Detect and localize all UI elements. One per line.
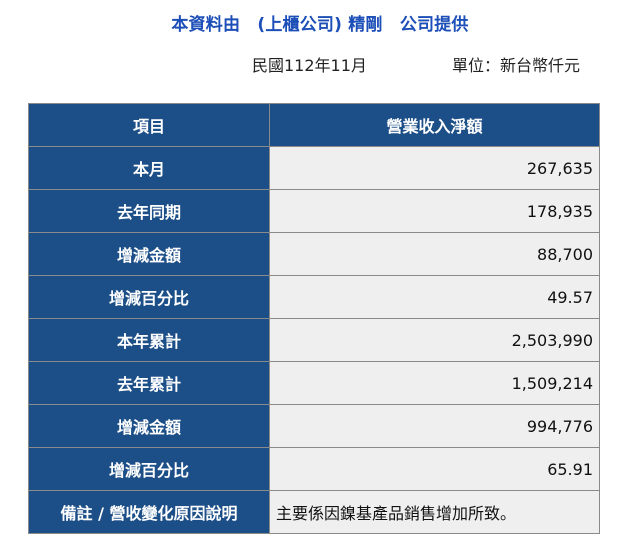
table-row-note: 備註 / 營收變化原因說明 主要係因鎳基產品銷售增加所致。 (28, 490, 600, 534)
row-label-ytd-change-amount: 增減金額 (28, 404, 270, 448)
row-value-ytd-change-amount: 994,776 (269, 404, 600, 448)
table-row: 增減百分比 49.57 (28, 275, 600, 319)
row-value-current-month: 267,635 (269, 146, 600, 190)
column-header-item: 項目 (28, 103, 270, 147)
table-row: 增減金額 994,776 (28, 404, 600, 448)
row-label-ytd-change-percentage: 增減百分比 (28, 447, 270, 491)
page-title: 本資料由 (上櫃公司) 精剛 公司提供 (171, 15, 469, 35)
table-row: 增減金額 88,700 (28, 232, 600, 276)
column-header-net-revenue: 營業收入淨額 (269, 103, 600, 147)
row-label-last-year-same-period: 去年同期 (28, 189, 270, 233)
row-label-year-to-date: 本年累計 (28, 318, 270, 362)
row-label-change-percentage: 增減百分比 (28, 275, 270, 319)
report-date: 民國112年11月 (252, 56, 367, 75)
table-row: 去年累計 1,509,214 (28, 361, 600, 405)
row-value-change-amount: 88,700 (269, 232, 600, 276)
table-header-row: 項目 營業收入淨額 (28, 103, 600, 147)
row-value-last-year-to-date: 1,509,214 (269, 361, 600, 405)
row-value-last-year-same-period: 178,935 (269, 189, 600, 233)
note-label: 備註 / 營收變化原因說明 (28, 490, 270, 534)
table-row: 本月 267,635 (28, 146, 600, 190)
row-value-ytd-change-percentage: 65.91 (269, 447, 600, 491)
table-row: 本年累計 2,503,990 (28, 318, 600, 362)
row-label-current-month: 本月 (28, 146, 270, 190)
row-value-year-to-date: 2,503,990 (269, 318, 600, 362)
row-label-change-amount: 增減金額 (28, 232, 270, 276)
table-row: 增減百分比 65.91 (28, 447, 600, 491)
row-label-last-year-to-date: 去年累計 (28, 361, 270, 405)
row-value-change-percentage: 49.57 (269, 275, 600, 319)
table-row: 去年同期 178,935 (28, 189, 600, 233)
note-text: 主要係因鎳基產品銷售增加所致。 (269, 490, 600, 534)
revenue-table: 項目 營業收入淨額 本月 267,635 去年同期 178,935 增減金額 8… (28, 103, 600, 534)
currency-unit: 單位：新台幣仟元 (452, 56, 581, 75)
